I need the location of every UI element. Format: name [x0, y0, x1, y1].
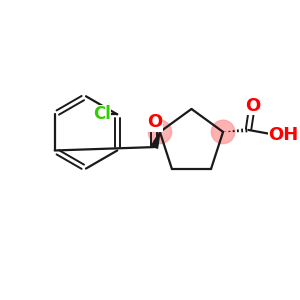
Circle shape	[211, 120, 235, 144]
Polygon shape	[151, 132, 160, 148]
Text: O: O	[147, 113, 162, 131]
Text: O: O	[245, 97, 260, 115]
Circle shape	[148, 120, 172, 144]
Text: Cl: Cl	[93, 105, 111, 123]
Text: OH: OH	[268, 126, 299, 144]
